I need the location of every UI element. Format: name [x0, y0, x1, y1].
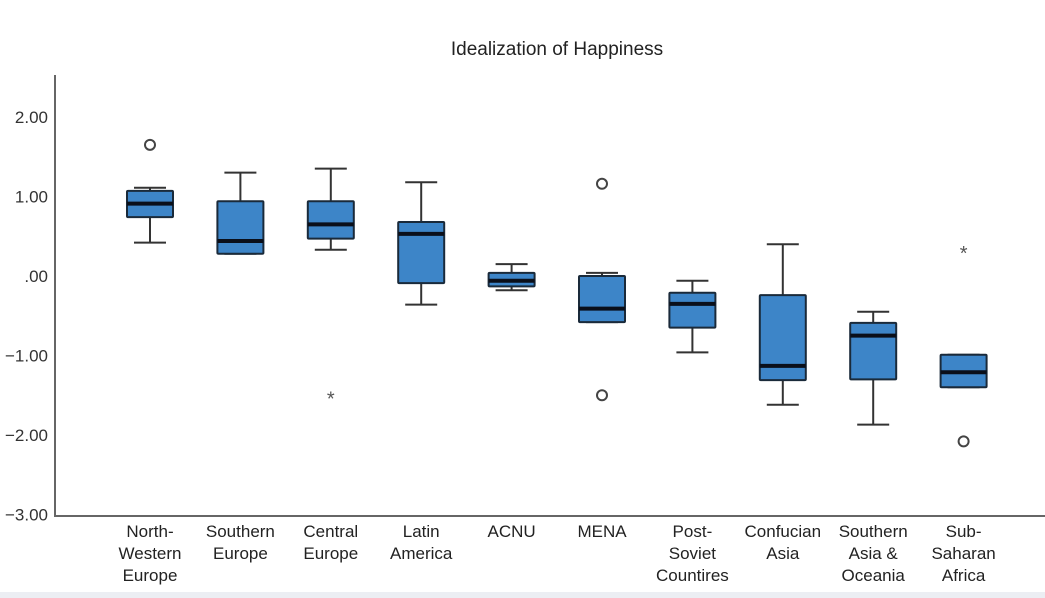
y-tick-label: .00: [24, 267, 48, 286]
y-tick-label: −1.00: [5, 347, 48, 366]
y-tick-label: 2.00: [15, 108, 48, 127]
y-tick-label: −3.00: [5, 506, 48, 525]
extreme-point: *: [960, 243, 968, 265]
box-iqr: [306, 200, 355, 240]
x-category-label: Southern: [839, 522, 908, 541]
x-category-label: Western: [119, 544, 182, 563]
x-category-label: Europe: [123, 566, 178, 585]
outlier-point: [957, 435, 970, 448]
outlier-point: [596, 177, 608, 190]
x-category-label: Oceania: [842, 566, 906, 585]
outlier-point: [596, 389, 608, 402]
y-tick-label: −2.00: [5, 426, 48, 445]
y-tick-label: 1.00: [15, 188, 48, 207]
box-iqr: [849, 321, 898, 381]
chart-title: Idealization of Happiness: [451, 39, 663, 60]
x-category-label: Post-: [673, 522, 713, 541]
box-iqr: [668, 291, 717, 329]
box-iqr: [758, 294, 807, 382]
x-category-label: Europe: [303, 544, 358, 563]
x-category-label: Central: [303, 522, 358, 541]
x-category-label: Confucian: [745, 522, 822, 541]
box-group: [668, 279, 717, 354]
x-category-label: North-: [126, 522, 173, 541]
x-category-label: Africa: [942, 566, 986, 585]
x-category-label: Saharan: [931, 544, 995, 563]
box-group: [487, 263, 536, 292]
box-group: [758, 243, 807, 406]
extreme-point: *: [327, 388, 335, 410]
x-category-label: America: [390, 544, 453, 563]
x-category-label: MENA: [577, 522, 627, 541]
box-group: [578, 177, 626, 402]
box-group: *: [939, 243, 988, 448]
x-category-label: Southern: [206, 522, 275, 541]
x-category-label: Countires: [656, 566, 729, 585]
bottom-strip: [0, 592, 1045, 598]
x-category-label: Latin: [403, 522, 440, 541]
x-category-label: Sub-: [946, 522, 982, 541]
x-category-label: Asia: [766, 544, 800, 563]
x-category-label: Europe: [213, 544, 268, 563]
box-group: [397, 181, 446, 306]
box-group: *: [306, 167, 355, 410]
box-group: [216, 171, 265, 255]
outlier-point: [144, 138, 156, 151]
box-iqr: [216, 200, 265, 255]
x-category-label: Asia &: [849, 544, 899, 563]
box-iqr: [578, 275, 626, 324]
box-iqr: [397, 220, 446, 285]
x-category-label: Soviet: [669, 544, 717, 563]
box-group: [126, 138, 174, 244]
x-category-label: ACNU: [488, 522, 536, 541]
box-group: [849, 310, 898, 426]
